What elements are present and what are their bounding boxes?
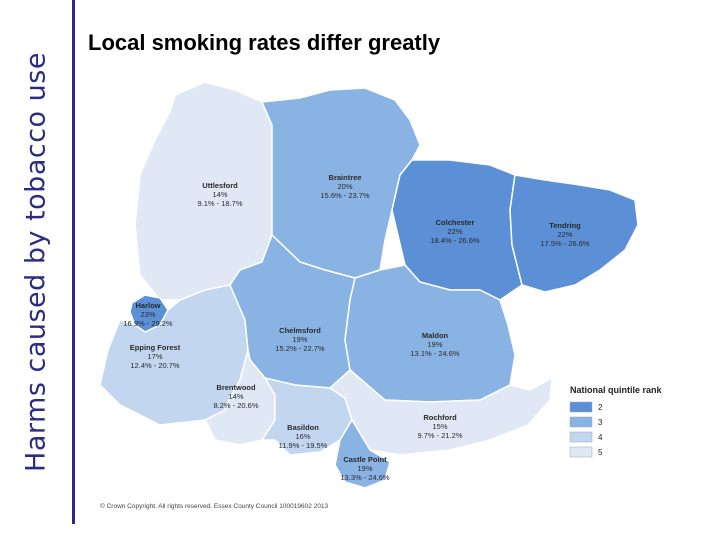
label-castle-point-range: 13.3% - 24.6% <box>340 473 390 482</box>
label-chelmsford-name: Chelmsford <box>279 326 321 335</box>
copyright-note: © Crown Copyright. All rights reserved. … <box>100 503 329 510</box>
legend-label-3: 3 <box>598 418 603 427</box>
legend-swatch-4 <box>569 431 593 443</box>
legend-title: National quintile rank <box>570 385 663 395</box>
label-harlow-name: Harlow <box>135 301 160 310</box>
label-basildon-rate: 16% <box>295 432 310 441</box>
label-uttlesford-range: 9.1% - 18.7% <box>197 199 242 208</box>
legend-swatch-3 <box>569 416 593 428</box>
label-maldon-rate: 19% <box>427 340 442 349</box>
label-colchester-rate: 22% <box>447 227 462 236</box>
label-colchester-range: 18.4% - 26.6% <box>430 236 480 245</box>
label-uttlesford-rate: 14% <box>212 190 227 199</box>
label-tendring-rate: 22% <box>557 230 572 239</box>
label-epping-forest-range: 12.4% - 20.7% <box>130 361 180 370</box>
side-title-bar: Harms caused by tobacco use <box>0 0 75 524</box>
label-tendring-name: Tendring <box>549 221 581 230</box>
legend-label-4: 4 <box>598 433 603 442</box>
slide-title: Local smoking rates differ greatly <box>88 30 441 55</box>
label-chelmsford-rate: 19% <box>292 335 307 344</box>
label-rochford-range: 9.7% - 21.2% <box>417 431 462 440</box>
label-castle-point-name: Castle Point <box>343 455 387 464</box>
legend-swatch-2 <box>569 401 593 413</box>
legend-label-2: 2 <box>598 403 603 412</box>
district-tendring <box>509 174 639 293</box>
side-divider <box>72 0 75 524</box>
label-rochford-name: Rochford <box>423 413 457 422</box>
label-basildon-name: Basildon <box>287 423 319 432</box>
label-brentwood-range: 8.2% - 20.6% <box>213 401 258 410</box>
label-harlow-range: 16.9% - 29.2% <box>123 319 173 328</box>
label-brentwood-name: Brentwood <box>216 383 256 392</box>
label-rochford-rate: 15% <box>432 422 447 431</box>
label-uttlesford-name: Uttlesford <box>202 181 238 190</box>
label-chelmsford-range: 15.2% - 22.7% <box>275 344 325 353</box>
label-basildon-range: 11.9% - 19.5% <box>279 441 328 450</box>
label-harlow-rate: 23% <box>140 310 155 319</box>
district-rochford <box>329 369 553 456</box>
label-maldon-name: Maldon <box>422 331 449 340</box>
map-legend: National quintile rank 2 3 4 5 <box>569 385 663 458</box>
district-castle-point <box>334 419 391 489</box>
label-braintree-name: Braintree <box>329 173 362 182</box>
legend-swatch-5 <box>569 446 593 458</box>
label-tendring-range: 17.5% - 26.6% <box>540 239 590 248</box>
label-braintree-rate: 20% <box>337 182 352 191</box>
label-braintree-range: 15.6% - 23.7% <box>320 191 370 200</box>
label-colchester-name: Colchester <box>436 218 475 227</box>
district-maldon <box>344 264 516 403</box>
label-maldon-range: 13.1% - 24.6% <box>410 349 460 358</box>
label-epping-forest-name: Epping Forest <box>130 343 181 352</box>
label-castle-point-rate: 19% <box>357 464 372 473</box>
legend-label-5: 5 <box>598 448 603 457</box>
label-brentwood-rate: 14% <box>228 392 243 401</box>
label-epping-forest-rate: 17% <box>147 352 162 361</box>
